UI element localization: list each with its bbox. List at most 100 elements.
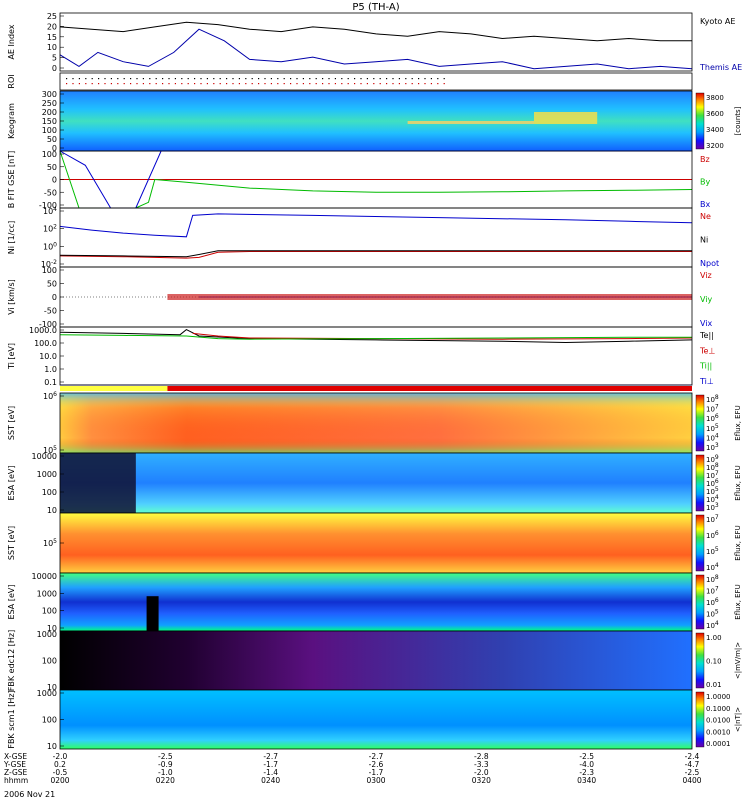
- y-tick-label: 150: [42, 117, 57, 126]
- roi-dot: [91, 83, 93, 85]
- colorbar-tick-label: 103: [706, 502, 719, 512]
- colorbar-tick-label: 107: [706, 514, 719, 524]
- series-line-density-1: [59, 250, 692, 258]
- legend-label: Te⊥: [699, 346, 715, 355]
- roi-dot: [322, 78, 324, 80]
- colorbar: [695, 394, 705, 452]
- roi-dot: [213, 83, 215, 85]
- x-row-label: X-GSE: [4, 752, 27, 761]
- roi-dot: [91, 78, 93, 80]
- roi-dot: [194, 83, 196, 85]
- y-tick-label: 100: [42, 266, 57, 275]
- roi-dot: [85, 83, 87, 85]
- x-tick-label: -2.7: [369, 752, 384, 761]
- roi-dot: [142, 83, 144, 85]
- colorbar-tick-label: 107: [706, 586, 719, 596]
- y-axis-label: FBK scm1 [Hz]: [7, 690, 16, 748]
- colorbar-tick-label: 3600: [706, 110, 724, 118]
- x-tick-label: -2.0: [474, 768, 489, 777]
- roi-dot: [341, 83, 343, 85]
- roi-dot: [181, 78, 183, 80]
- roi-dot: [296, 83, 298, 85]
- roi-dot: [418, 78, 420, 80]
- colorbar-tick-label: 104: [706, 620, 719, 630]
- roi-dot: [213, 78, 215, 80]
- roi-dot: [245, 78, 247, 80]
- colorbar-tick-label: 104: [706, 494, 719, 504]
- x-tick-label: -2.5: [685, 768, 700, 777]
- y-tick-label: 50: [47, 163, 57, 172]
- y-tick-label: 5: [52, 54, 57, 63]
- roi-dot: [296, 78, 298, 80]
- colorbar-label: Eflux, EFU: [734, 405, 742, 440]
- roi-dot: [366, 83, 368, 85]
- roi-dot: [315, 78, 317, 80]
- roi-dot: [347, 78, 349, 80]
- heatmap-sst-e-overlay: [60, 393, 692, 453]
- chart-title: P5 (TH-A): [352, 2, 399, 13]
- series-line-temperature-0: [59, 329, 693, 344]
- y-axis-label: Ti [eV]: [7, 343, 16, 370]
- x-tick-label: 0320: [472, 776, 491, 785]
- legend-label: Kyoto AE: [700, 17, 735, 26]
- x-row-label: Z-GSE: [4, 768, 28, 777]
- colorbar: [695, 454, 705, 512]
- x-tick-label: -2.8: [474, 752, 489, 761]
- x-tick-label: -2.0: [53, 752, 68, 761]
- roi-dot: [219, 83, 221, 85]
- roi-dot: [443, 83, 445, 85]
- x-tick-label: -2.5: [158, 752, 173, 761]
- series-line-ae-0: [59, 21, 692, 42]
- roi-dot: [174, 83, 176, 85]
- legend-label: Bx: [700, 200, 710, 209]
- roi-dot: [238, 83, 240, 85]
- colorbar-tick-label: 1.00: [706, 634, 722, 642]
- roi-dot: [405, 83, 407, 85]
- roi-dot: [354, 78, 356, 80]
- roi-dot: [187, 78, 189, 80]
- y-tick-label: 0: [52, 144, 57, 153]
- y-tick-label: 10: [47, 43, 57, 52]
- colorbar-label: Eflux, EFU: [734, 525, 742, 560]
- legend-label: By: [700, 178, 710, 187]
- roi-dot: [283, 83, 285, 85]
- y-tick-label: 50: [47, 135, 57, 144]
- y-tick-label: 0.1: [44, 378, 57, 387]
- y-tick-label: 10000: [32, 572, 57, 581]
- y-tick-label: 10: [47, 506, 57, 515]
- roi-dot: [277, 83, 279, 85]
- y-tick-label: -50: [44, 307, 57, 316]
- roi-dot: [123, 78, 125, 80]
- colorbar-tick-label: 105: [706, 609, 719, 619]
- roi-dot: [232, 83, 234, 85]
- y-tick-label: 10.0: [39, 352, 57, 361]
- roi-dot: [85, 78, 87, 80]
- y-tick-label: 1000.0: [29, 326, 57, 335]
- series-line-temperature-2: [59, 334, 692, 340]
- roi-dot: [149, 83, 151, 85]
- colorbar-tick-label: 107: [706, 404, 719, 414]
- y-tick-label: 100: [43, 241, 57, 251]
- y-axis-label: ESA [eV]: [7, 466, 16, 501]
- roi-dot: [290, 83, 292, 85]
- roi-dot: [392, 78, 394, 80]
- colorbar-tick-label: 0.0100: [706, 717, 731, 725]
- esa-e-dark-block: [60, 453, 136, 513]
- roi-dot: [405, 78, 407, 80]
- panel-frame: [59, 72, 693, 91]
- y-tick-label: 100: [42, 607, 57, 616]
- heatmap-esa-e: [60, 453, 692, 513]
- roi-dot: [386, 78, 388, 80]
- roi-dot: [136, 83, 138, 85]
- roi-dot: [347, 83, 349, 85]
- colorbar-tick-label: 104: [706, 562, 719, 572]
- roi-dot: [411, 78, 413, 80]
- x-tick-label: 0340: [577, 776, 596, 785]
- legend-label: Bz: [700, 155, 710, 164]
- y-tick-label: 100: [42, 488, 57, 497]
- colorbar-tick-label: 1.0000: [706, 693, 731, 701]
- roi-dot: [226, 78, 228, 80]
- legend-label: Themis AE: [699, 63, 742, 72]
- y-tick-label: 10: [47, 624, 57, 633]
- y-tick-label: 100.0: [34, 339, 57, 348]
